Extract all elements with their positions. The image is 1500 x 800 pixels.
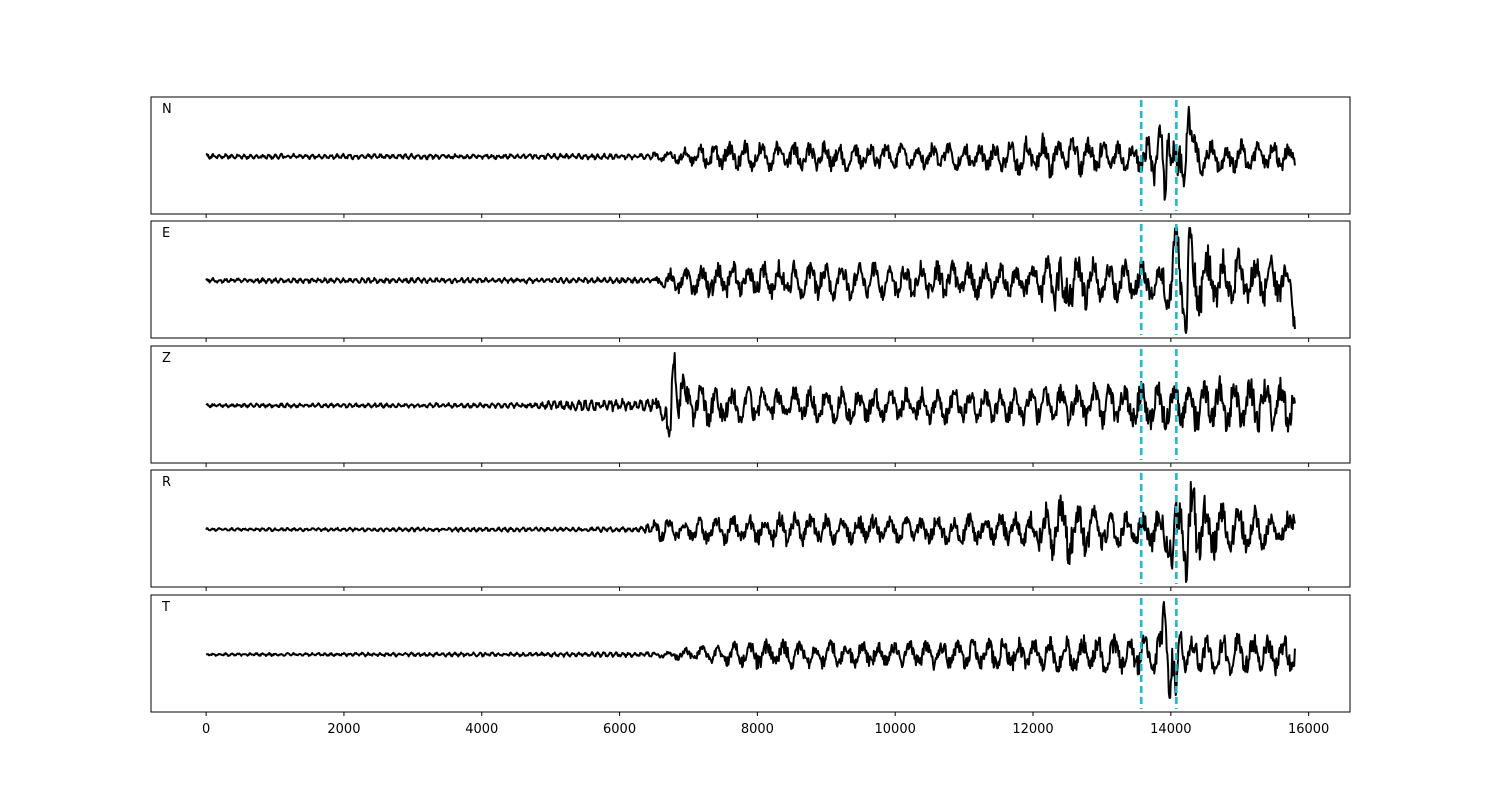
panel-frame [150, 469, 1351, 588]
x-tick-label: 0 [202, 722, 210, 737]
panel-r: R [150, 469, 1351, 591]
panel-n: N [150, 96, 1351, 218]
x-tick-label: 14000 [1150, 722, 1191, 737]
waveform-trace-t [205, 601, 1296, 699]
channel-label: Z [162, 351, 171, 366]
x-tick-label: 4000 [465, 722, 498, 737]
panel-frame [150, 96, 1351, 215]
waveform-trace-n [205, 105, 1296, 201]
panel-t: T [150, 594, 1351, 716]
waveform-trace-z [205, 352, 1296, 438]
panel-frame [150, 594, 1351, 713]
x-tick-label: 10000 [875, 722, 916, 737]
waveform-trace-e [205, 227, 1296, 334]
x-axis: 0 2000 4000 6000 8000 10000 12000 14000 16000 [202, 722, 1329, 737]
x-tick-label: 16000 [1288, 722, 1329, 737]
channel-label: E [162, 226, 170, 241]
x-tick-label: 6000 [603, 722, 636, 737]
waveform-trace-r [205, 480, 1296, 583]
panel-frame [150, 345, 1351, 464]
x-tick-label: 12000 [1012, 722, 1053, 737]
panel-frame [150, 220, 1351, 339]
x-tick-label: 2000 [327, 722, 360, 737]
panels-layer: N E Z R T [150, 96, 1351, 716]
panel-e: E [150, 220, 1351, 342]
x-tick-label: 8000 [741, 722, 774, 737]
channel-label: T [161, 600, 170, 615]
channel-label: N [162, 102, 172, 117]
panel-z: Z [150, 345, 1351, 467]
channel-label: R [162, 475, 171, 490]
